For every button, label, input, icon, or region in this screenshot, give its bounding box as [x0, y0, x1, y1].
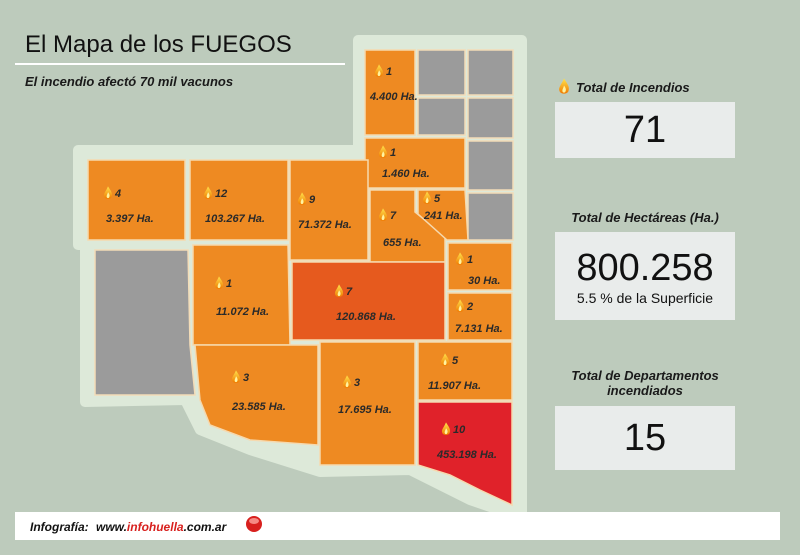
department-shape — [289, 159, 369, 261]
department: 1 30 Ha. — [447, 242, 513, 291]
logo — [249, 518, 259, 524]
map: 14.400 Ha.11.460 Ha.43.397 Ha.12103.267 … — [73, 35, 527, 523]
burned-area: 11.072 Ha. — [216, 306, 269, 318]
department: 5 241 Ha. — [417, 189, 469, 241]
stat-label: Total de Departamentos incendiados — [571, 368, 719, 398]
footer-url: .com.ar — [184, 520, 228, 534]
fires-count: 4 — [114, 188, 121, 200]
department-shape — [417, 189, 469, 241]
department: 1 1.460 Ha. — [364, 137, 466, 189]
stat-value: 71 — [624, 109, 666, 151]
burned-area: 103.267 Ha. — [205, 213, 265, 225]
subtitle: El incendio afectó 70 mil vacunos — [25, 74, 233, 89]
fires-count: 1 — [226, 278, 232, 290]
stat-box — [555, 406, 735, 470]
gray-zone — [467, 97, 514, 139]
gray-zone — [417, 97, 466, 136]
department: 1 11.072 Ha. — [192, 244, 291, 346]
fires-count: 5 — [452, 355, 459, 367]
stat-box — [555, 232, 735, 320]
stat-value: 15 — [624, 417, 666, 459]
title: El Mapa de los FUEGOS — [25, 31, 292, 58]
gray-zone — [467, 192, 514, 241]
department: 10 453.198 Ha. — [417, 401, 513, 507]
department: 9 71.372 Ha. — [289, 159, 369, 261]
burned-area: 241 Ha. — [423, 210, 463, 222]
burned-area: 3.397 Ha. — [106, 213, 154, 225]
gray-zone — [467, 140, 514, 191]
fires-count: 3 — [354, 377, 360, 389]
burned-area: 1.460 Ha. — [382, 168, 430, 180]
department-shape — [447, 292, 513, 341]
burned-area: 655 Ha. — [383, 237, 422, 249]
department: 7 120.868 Ha. — [291, 261, 446, 341]
department-shape — [291, 261, 446, 341]
footer-url: www. — [96, 520, 127, 534]
fires-count: 7 — [390, 210, 397, 222]
fires-count: 1 — [467, 254, 473, 266]
department-shape — [447, 242, 513, 291]
footer — [15, 512, 780, 540]
fires-count: 2 — [466, 301, 473, 313]
burned-area: 120.868 Ha. — [336, 311, 396, 323]
department: 2 7.131 Ha. — [447, 292, 513, 341]
gray-zone — [417, 49, 466, 96]
department: 3 23.585 Ha. — [194, 344, 319, 446]
department-shape — [192, 244, 291, 346]
burned-area: 23.585 Ha. — [231, 401, 286, 413]
burned-area: 17.695 Ha. — [338, 404, 392, 416]
fires-count: 7 — [346, 286, 353, 298]
stat-label: Total de Incendios — [576, 80, 690, 95]
fires-count: 9 — [309, 194, 316, 206]
department-shape — [417, 401, 513, 507]
footer-text: Infografía: www.infohuella.com.ar — [30, 520, 228, 534]
department-shape — [319, 341, 416, 466]
department-shape — [364, 137, 466, 189]
burned-area: 11.907 Ha. — [428, 380, 481, 392]
stat-label-wrap: Total de Departamentos incendiados — [571, 368, 719, 398]
department-shape — [417, 341, 513, 401]
stat-note: 5.5 % de la Superficie — [577, 290, 713, 306]
department: 5 11.907 Ha. — [417, 341, 513, 401]
department-shape — [189, 159, 289, 241]
department: 3 17.695 Ha. — [319, 341, 416, 466]
stat-value: 800.258 — [576, 247, 713, 289]
stat-label: Total de Hectáreas (Ha.) — [571, 210, 719, 225]
department: 12 103.267 Ha. — [189, 159, 289, 241]
department-shape — [194, 344, 319, 446]
fires-count: 5 — [434, 193, 441, 205]
fires-count: 10 — [453, 424, 466, 436]
department-shape — [87, 159, 186, 241]
burned-area: 4.400 Ha. — [369, 91, 418, 103]
footer-brand: infohuella — [127, 520, 184, 534]
stat-box — [555, 102, 735, 158]
department: 1 4.400 Ha. — [364, 49, 418, 136]
fires-count: 1 — [386, 66, 392, 78]
gray-zone — [467, 49, 514, 96]
burned-area: 453.198 Ha. — [436, 449, 497, 461]
burned-area: 71.372 Ha. — [298, 219, 352, 231]
fires-count: 3 — [243, 372, 249, 384]
gray-zone — [94, 249, 196, 396]
footer-label: Infografía: — [30, 520, 89, 534]
fires-count: 12 — [215, 188, 227, 200]
department: 4 3.397 Ha. — [87, 159, 186, 241]
burned-area: 30 Ha. — [468, 275, 500, 287]
burned-area: 7.131 Ha. — [455, 323, 503, 335]
fires-count: 1 — [390, 147, 396, 159]
